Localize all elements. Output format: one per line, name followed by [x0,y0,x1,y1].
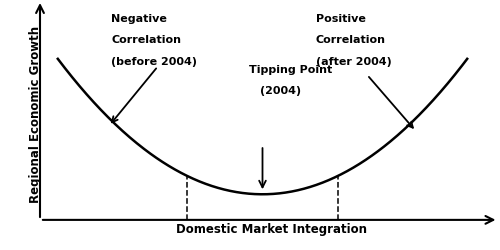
Text: Tipping Point: Tipping Point [249,65,332,75]
Text: (before 2004): (before 2004) [111,56,197,66]
Text: (after 2004): (after 2004) [316,56,392,66]
Text: Correlation: Correlation [316,35,386,45]
Text: Correlation: Correlation [111,35,181,45]
Text: Domestic Market Integration: Domestic Market Integration [176,222,367,235]
Text: Regional Economic Growth: Regional Economic Growth [29,26,42,202]
Text: Negative: Negative [111,14,167,24]
Text: Positive: Positive [316,14,366,24]
Text: (2004): (2004) [260,86,302,96]
